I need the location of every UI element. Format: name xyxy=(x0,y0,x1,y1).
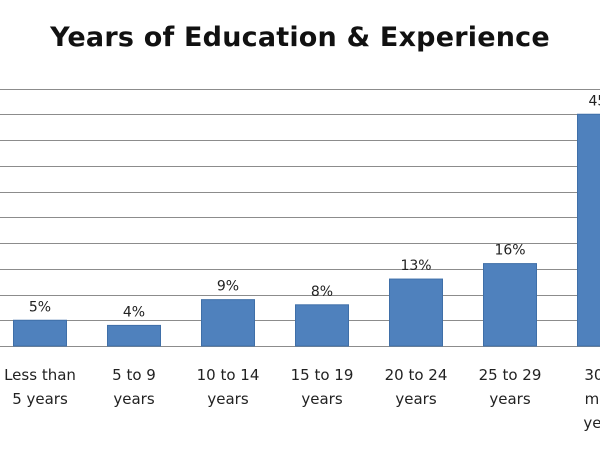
x-tick-label: 15 to 19 years xyxy=(291,366,354,408)
bar xyxy=(389,278,443,347)
x-tick-label: 5 to 9 years xyxy=(112,366,156,408)
bar xyxy=(577,113,600,347)
chart-title: Years of Education & Experience xyxy=(50,22,550,53)
bar xyxy=(13,319,67,347)
data-label: 5% xyxy=(29,299,51,315)
data-label: 9% xyxy=(217,279,239,295)
bar xyxy=(201,299,255,347)
data-labels: 5% 4% 9% 8% 13% 16% 45% xyxy=(29,93,600,320)
data-label: 8% xyxy=(311,284,333,300)
bars xyxy=(13,113,600,347)
data-label: 13% xyxy=(400,258,431,274)
x-tick-label: Less than 5 years xyxy=(4,366,76,408)
x-tick-label: 25 to 29 years xyxy=(479,366,542,408)
data-label: 45% xyxy=(588,93,600,109)
bar xyxy=(483,263,537,347)
bar xyxy=(295,304,349,347)
x-tick-label: 20 to 24 years xyxy=(385,366,448,408)
x-tick-label: 10 to 14 years xyxy=(197,366,260,408)
x-tick-labels: Less than 5 years 5 to 9 years 10 to 14 years… xyxy=(4,366,600,432)
data-label: 4% xyxy=(123,304,145,320)
bar xyxy=(107,324,161,347)
x-tick-label: 30 ormoreyears xyxy=(583,366,600,432)
data-label: 16% xyxy=(494,243,525,259)
